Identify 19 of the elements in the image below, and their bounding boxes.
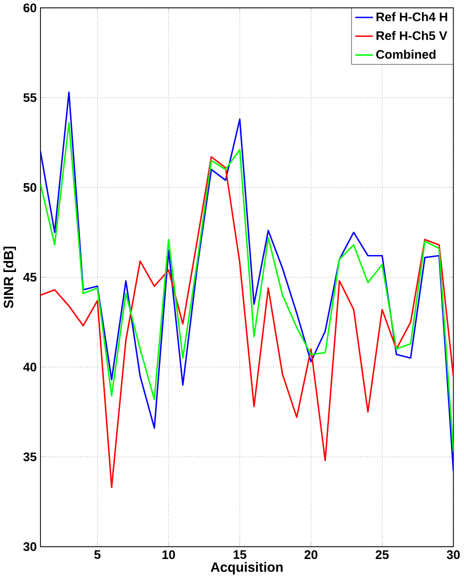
legend-label: Ref H-Ch5 V [376,30,448,40]
x-tick-label: 30 [446,550,460,560]
x-tick-label: 25 [376,550,389,560]
legend-label: Combined [376,50,436,59]
x-tick-label: 20 [304,550,318,560]
legend-label: Ref H-Ch4 H [376,12,448,22]
y-tick-label: 30 [23,542,36,552]
y-tick-label: 50 [24,183,36,192]
line-series [40,156,454,488]
x-tick-label: 10 [162,550,176,560]
y-tick-label: 60 [24,3,36,12]
x-axis-title: Acquisition [210,562,283,575]
y-tick-label: 45 [23,272,37,282]
y-axis-title: SINR [dB] [4,246,16,308]
x-tick-label: 15 [234,550,246,559]
y-tick-label: 40 [23,362,36,372]
y-tick-label: 55 [24,93,37,102]
y-tick-label: 35 [23,452,37,462]
x-tick-label: 5 [94,550,101,559]
